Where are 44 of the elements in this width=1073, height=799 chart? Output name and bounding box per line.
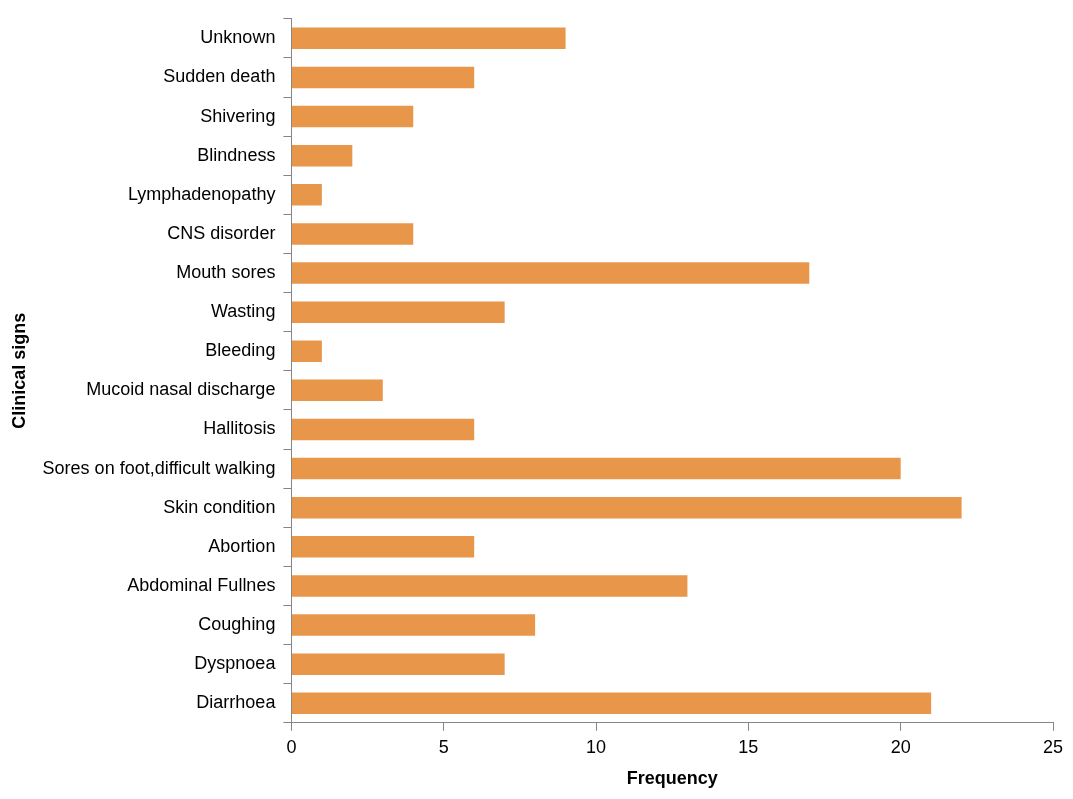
y-tick-label: Lymphadenopathy [127, 183, 276, 204]
y-tick-label: Unknown [200, 27, 276, 48]
bar [291, 536, 475, 558]
bar [291, 66, 475, 89]
x-axis-title: Frequency [626, 768, 718, 789]
y-axis-title: Clinical signs [8, 312, 29, 429]
bar [291, 653, 505, 675]
y-tick-label: Bleeding [205, 340, 276, 361]
bar [291, 379, 383, 402]
y-tick-label: Shivering [200, 105, 276, 126]
y-tick-label: Sores on foot,difficult walking [42, 457, 276, 478]
bar [291, 692, 932, 714]
y-tick-label: Abortion [208, 535, 276, 556]
bar [291, 575, 688, 597]
x-tick-label: 0 [286, 736, 297, 757]
y-tick-label: Diarrhoea [196, 692, 277, 713]
y-tick-label: Mucoid nasal discharge [86, 379, 276, 400]
bar [291, 27, 566, 50]
y-tick-label: Abdominal Fullnes [127, 574, 276, 595]
y-tick-label: Wasting [211, 301, 276, 322]
y-tick-label: Hallitosis [203, 418, 276, 439]
x-tick-label: 25 [1042, 736, 1064, 757]
bar [291, 614, 536, 636]
bar [291, 262, 810, 284]
y-tick-label: CNS disorder [167, 222, 276, 243]
bar [291, 301, 505, 323]
y-tick-label: Skin condition [163, 496, 276, 517]
bar [291, 105, 414, 128]
x-tick-label: 15 [738, 736, 759, 757]
x-tick-label: 20 [890, 736, 911, 757]
bar [291, 496, 962, 519]
y-tick-label: Coughing [198, 613, 276, 634]
bar [291, 223, 414, 245]
x-tick-label: 10 [586, 736, 607, 757]
bar [291, 457, 901, 480]
bar [291, 418, 475, 441]
y-tick-label: Dyspnoea [194, 653, 277, 674]
y-tick-label: Sudden death [163, 66, 276, 87]
bar [291, 340, 322, 362]
y-tick-label: Blindness [197, 144, 276, 165]
y-tick-label: Mouth sores [176, 261, 276, 282]
bar [291, 144, 353, 167]
x-tick-label: 5 [438, 736, 449, 757]
bar [291, 184, 322, 206]
